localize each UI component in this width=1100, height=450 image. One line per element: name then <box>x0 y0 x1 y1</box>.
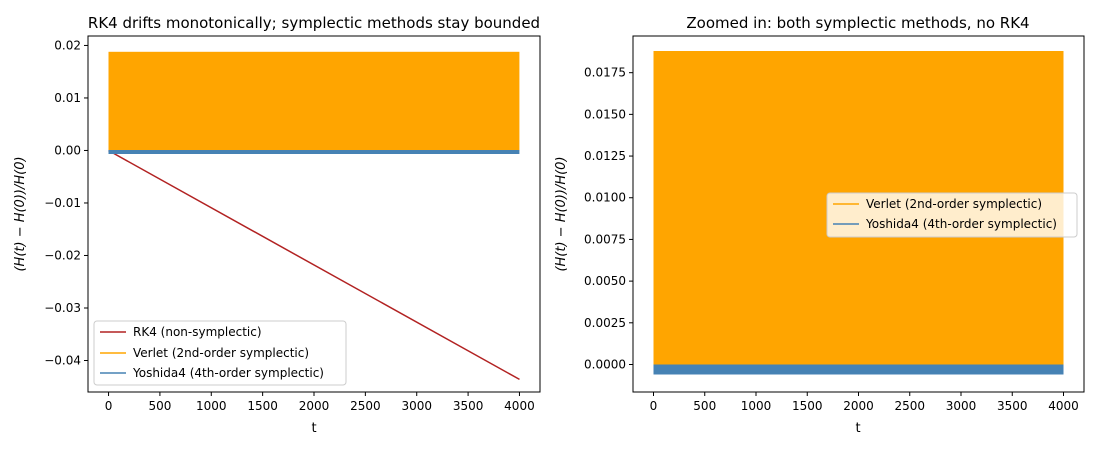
series-band <box>108 51 520 151</box>
x-axis-label: t <box>855 421 860 436</box>
y-tick-label: 0.0125 <box>584 149 626 163</box>
y-tick-label: 0.0175 <box>584 66 626 80</box>
y-tick-label: −0.03 <box>44 301 81 315</box>
legend-label: Verlet (2nd-order symplectic) <box>866 197 1042 211</box>
y-tick-label: 0.0025 <box>584 316 626 330</box>
x-axis-label: t <box>311 421 316 436</box>
x-tick-label: 2000 <box>843 399 874 413</box>
y-tick-label: 0.00 <box>54 143 81 157</box>
x-tick-label: 3000 <box>401 399 432 413</box>
chart-title: RK4 drifts monotonically; symplectic met… <box>88 14 540 32</box>
y-tick-label: −0.01 <box>44 196 81 210</box>
plot-marks <box>108 51 520 381</box>
series-line <box>108 149 520 381</box>
y-axis-label: (H(t) − H(0))/H(0) <box>554 156 569 271</box>
series-band <box>108 150 520 154</box>
x-tick-label: 500 <box>148 399 171 413</box>
legend-label: RK4 (non-symplectic) <box>133 325 262 339</box>
x-tick-label: 3500 <box>453 399 484 413</box>
legend-box <box>93 320 347 386</box>
legend-label: Verlet (2nd-order symplectic) <box>133 346 309 360</box>
x-tick-label: 2500 <box>894 399 925 413</box>
y-tick-label: 0.0000 <box>584 357 626 371</box>
x-tick-label: 1500 <box>247 399 278 413</box>
x-tick-label: 1500 <box>792 399 823 413</box>
chart-panel-1: 0 500 1000 1500 2000 2500 3000 3500 4000 −0.04 −0.… <box>13 14 541 436</box>
y-tick-label: −0.02 <box>44 248 81 262</box>
chart-panel-2: 0 500 1000 1500 2000 2500 3000 3500 4000 0.0000 0.… <box>554 14 1085 436</box>
legend-label: Yoshida4 (4th-order symplectic) <box>132 366 324 380</box>
y-tick-label: 0.0075 <box>584 232 626 246</box>
x-tick-label: 3500 <box>997 399 1028 413</box>
x-tick-label: 0 <box>650 399 658 413</box>
x-tick-label: 4000 <box>1048 399 1079 413</box>
x-tick-label: 2500 <box>350 399 381 413</box>
axes-frame <box>87 35 541 393</box>
y-axis-label: (H(t) − H(0))/H(0) <box>13 156 28 271</box>
series-band <box>653 364 1064 375</box>
x-tick-label: 1000 <box>741 399 772 413</box>
y-tick-label: 0.0100 <box>584 191 626 205</box>
x-tick-label: 500 <box>693 399 716 413</box>
x-tick-label: 1000 <box>196 399 227 413</box>
chart-title: Zoomed in: both symplectic methods, no R… <box>686 14 1029 32</box>
legend-label: Yoshida4 (4th-order symplectic) <box>865 217 1057 231</box>
y-tick-label: 0.0050 <box>584 274 626 288</box>
y-tick-label: −0.04 <box>44 353 81 367</box>
y-tick-label: 0.01 <box>54 91 81 105</box>
x-tick-label: 4000 <box>504 399 535 413</box>
axis-ticks: 0 500 1000 1500 2000 2500 3000 3500 4000 −0.04 −0.… <box>44 38 535 413</box>
legend: RK4 (non-symplectic) Verlet (2nd-order s… <box>93 320 347 386</box>
axes-frame <box>632 35 1085 393</box>
axis-ticks: 0 500 1000 1500 2000 2500 3000 3500 4000 0.0000 0.… <box>584 66 1079 413</box>
x-tick-label: 3000 <box>946 399 977 413</box>
legend: Verlet (2nd-order symplectic) Yoshida4 (… <box>826 192 1078 238</box>
legend-box <box>826 192 1078 238</box>
x-tick-label: 0 <box>105 399 113 413</box>
y-tick-label: 0.02 <box>54 38 81 52</box>
x-tick-label: 2000 <box>299 399 330 413</box>
y-tick-label: 0.0150 <box>584 107 626 121</box>
